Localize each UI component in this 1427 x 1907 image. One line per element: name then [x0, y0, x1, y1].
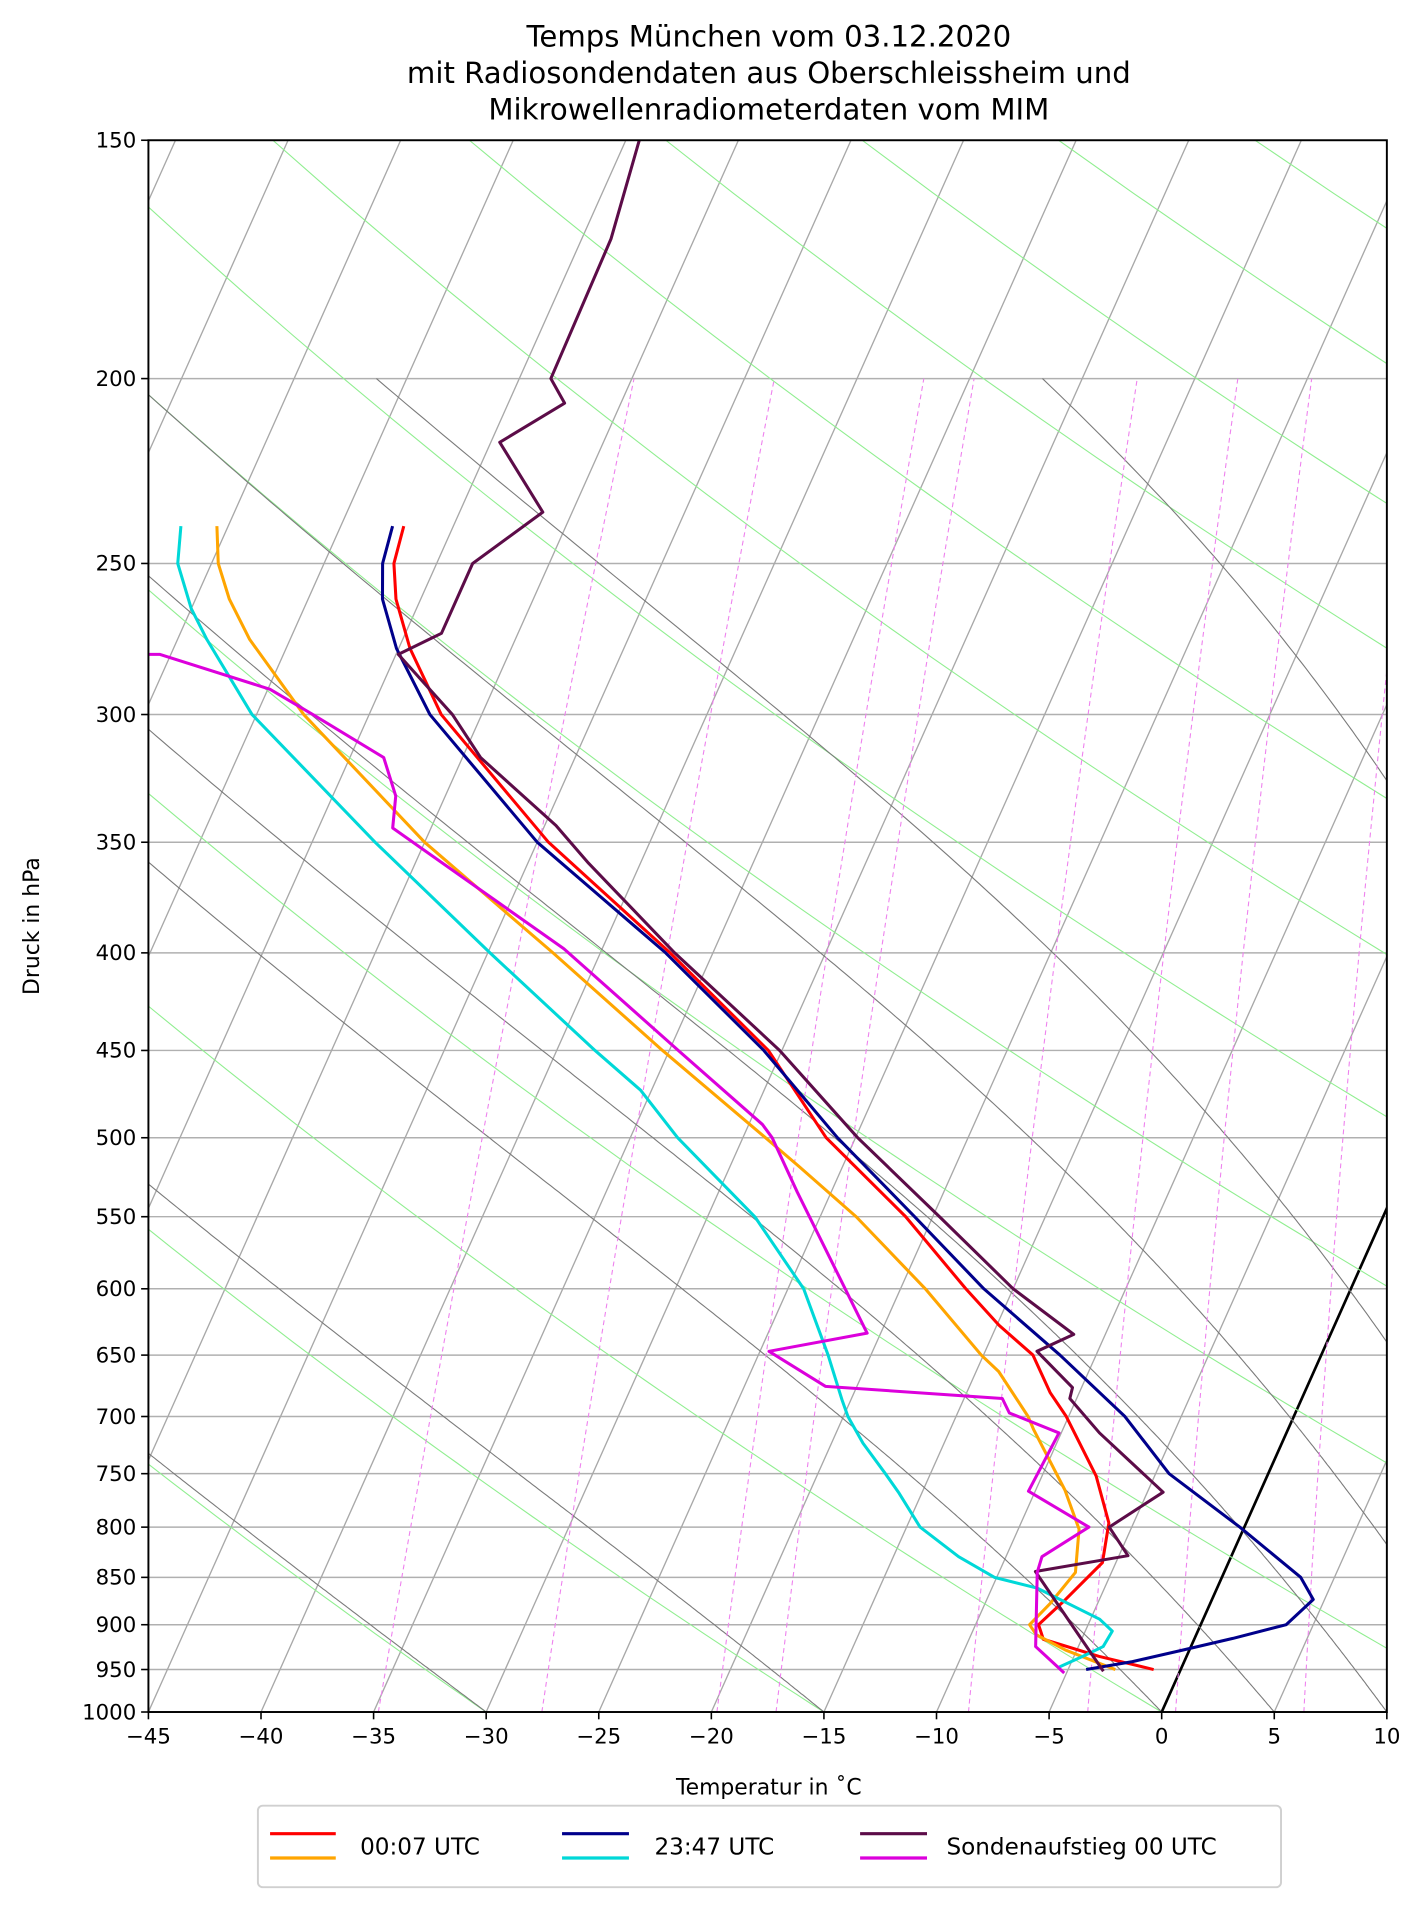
legend-entry-2347: 23:47 UTC — [562, 1832, 774, 1860]
moist-adiabat-line — [376, 378, 1387, 1344]
x-tick-label: 0 — [1155, 1725, 1169, 1750]
dry-adiabat-line — [468, 140, 1387, 800]
y-tick-label: 300 — [96, 703, 137, 728]
y-tick-label: 500 — [96, 1126, 137, 1151]
dry-adiabat-line — [148, 589, 1387, 1464]
moist-adiabat-line — [148, 1183, 825, 1713]
mixing-ratio-line — [1087, 378, 1239, 1713]
x-tick-label: 10 — [1373, 1725, 1400, 1750]
dry-adiabats — [148, 140, 1387, 1713]
isotherm-line — [260, 140, 965, 1713]
isotherm-line — [148, 140, 514, 959]
x-tick-label: −40 — [239, 1725, 284, 1750]
dewpoint-0007-line — [215, 526, 1116, 1671]
sonde-temperature-line — [396, 140, 1165, 1673]
pressure-gridlines — [148, 140, 1387, 1713]
x-tick-label: −15 — [801, 1725, 846, 1750]
moist-adiabat-line — [148, 861, 1163, 1713]
isotherm-line — [710, 199, 1387, 1713]
legend: 00:07 UTC 23:47 UTC Sondenaufstieg 00 UT… — [256, 1804, 1282, 1889]
y-tick-label: 800 — [96, 1515, 137, 1540]
moist-adiabat-line — [148, 1452, 487, 1713]
isotherm-line — [823, 451, 1387, 1713]
moist-adiabat-line — [148, 393, 1387, 1546]
x-tick-label: −5 — [1033, 1725, 1064, 1750]
y-tick-label: 750 — [96, 1462, 137, 1487]
x-tick-label: −45 — [126, 1725, 171, 1750]
y-tick-label: 600 — [96, 1277, 137, 1302]
mixing-ratio-lines — [377, 378, 1387, 1713]
mixing-ratio-line — [1174, 378, 1313, 1713]
isotherm-line — [1386, 1710, 1387, 1713]
isotherm-line — [485, 140, 1190, 1713]
isotherm-line — [935, 702, 1387, 1713]
dry-adiabat-line — [148, 1463, 487, 1713]
y-tick-label: 1000 — [82, 1700, 136, 1725]
y-tick-label: 900 — [96, 1613, 137, 1638]
legend-label-2347: 23:47 UTC — [654, 1834, 774, 1860]
zero-degree-isotherm — [1160, 1204, 1387, 1713]
y-tick-label: 650 — [96, 1343, 137, 1368]
temperature-2347-line — [380, 525, 1315, 1672]
dewpoint-2347-line — [176, 526, 1114, 1670]
isotherm-line — [598, 140, 1302, 1713]
isotherm-line — [148, 140, 852, 1713]
dry-adiabat-line — [148, 792, 1387, 1649]
plot-area-background — [148, 140, 1387, 1713]
dry-adiabat-line — [148, 206, 1387, 1118]
legend-box — [256, 1804, 1282, 1889]
y-tick-label: 450 — [96, 1039, 137, 1064]
mixing-ratio-line — [541, 378, 775, 1713]
x-tick-label: 5 — [1268, 1725, 1282, 1750]
isotherm-line — [148, 140, 740, 1462]
chart-title-line-3: Mikrowellenradiometerdaten vom MIM — [488, 93, 1049, 127]
dry-adiabat-line — [148, 1228, 825, 1713]
x-tick-label: −20 — [689, 1725, 734, 1750]
y-axis-ticks: 150 200 250 300 350 400 450 500 550 600 650 700 750 8… — [82, 129, 149, 1725]
legend-label-sonde: Sondenaufstieg 00 UTC — [946, 1834, 1216, 1860]
mixing-ratio-line — [1303, 664, 1387, 1713]
legend-label-0007: 00:07 UTC — [360, 1834, 480, 1860]
legend-entry-sonde: Sondenaufstieg 00 UTC — [860, 1832, 1217, 1860]
isotherm-line — [372, 140, 1077, 1713]
moist-adiabats — [148, 378, 1387, 1713]
x-axis-label: Temperatur in ˚C — [675, 1776, 862, 1801]
isotherm-line — [1048, 954, 1387, 1713]
isotherm-line — [148, 140, 402, 707]
y-tick-label: 200 — [96, 367, 137, 392]
moist-adiabat-line — [148, 728, 1275, 1713]
mixing-ratio-line — [716, 378, 925, 1713]
data-series — [148, 140, 1315, 1675]
y-tick-label: 950 — [96, 1658, 137, 1683]
x-tick-label: −25 — [576, 1725, 621, 1750]
mixing-ratio-line — [377, 378, 635, 1713]
x-axis-ticks: −45 −40 −35 −30 −25 −20 −15 −10 −5 0 5 10 — [126, 1712, 1400, 1750]
y-axis-label: Druck in hPa — [20, 857, 45, 995]
y-tick-label: 850 — [96, 1566, 137, 1591]
y-tick-label: 400 — [96, 941, 137, 966]
y-tick-label: 250 — [96, 552, 137, 577]
plot-frame — [147, 139, 1388, 1713]
isotherm-line — [148, 140, 289, 455]
y-tick-label: 150 — [96, 129, 137, 154]
moist-adiabat-line — [148, 575, 1387, 1713]
y-tick-label: 550 — [96, 1205, 137, 1230]
isotherm-line — [148, 140, 627, 1210]
sonde-dewpoint-line — [148, 652, 1091, 1675]
dry-adiabat-line — [272, 140, 1387, 956]
dry-adiabat-line — [148, 1005, 1162, 1713]
y-tick-label: 350 — [96, 831, 137, 856]
dry-adiabat-line — [148, 393, 1387, 1287]
legend-entry-0007: 00:07 UTC — [270, 1832, 480, 1860]
x-tick-label: −10 — [914, 1725, 959, 1750]
mixing-ratio-line — [775, 378, 975, 1713]
chart-title-line-2: mit Radiosondendaten aus Oberschleisshei… — [407, 56, 1131, 90]
y-tick-label: 700 — [96, 1405, 137, 1430]
chart-title-line-1: Temps München vom 03.12.2020 — [526, 20, 1012, 54]
x-tick-label: −30 — [464, 1725, 509, 1750]
x-tick-label: −35 — [351, 1725, 396, 1750]
isotherm-gridlines — [148, 140, 1387, 1713]
